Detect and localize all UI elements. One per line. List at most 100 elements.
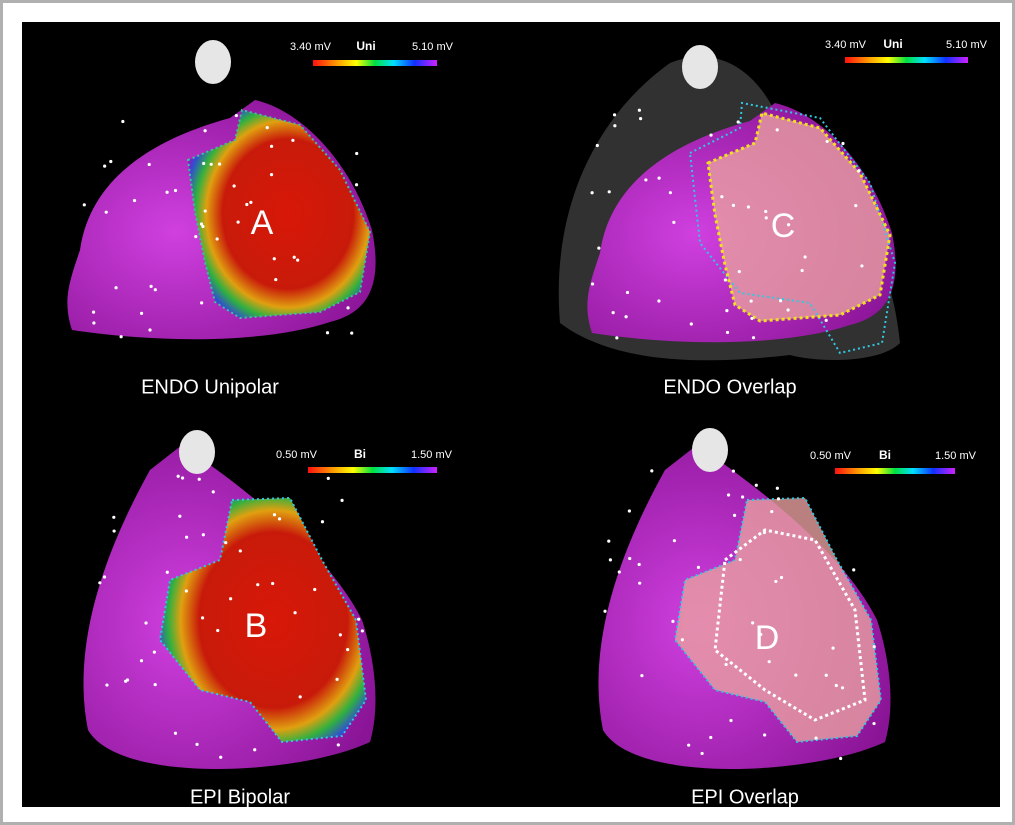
map-point — [112, 529, 116, 533]
map-point — [671, 619, 675, 623]
map-point — [298, 695, 302, 699]
map-point — [320, 520, 325, 524]
panel-caption: EPI Overlap — [691, 786, 799, 808]
map-point — [245, 202, 249, 207]
map-point — [139, 311, 144, 315]
map-point — [750, 316, 754, 320]
map-point — [840, 686, 845, 690]
map-point — [269, 172, 274, 177]
map-point — [292, 255, 296, 259]
map-point — [732, 513, 737, 518]
map-point — [627, 509, 631, 513]
panel-letter: B — [245, 607, 268, 645]
map-point — [203, 209, 207, 213]
map-point — [340, 498, 344, 503]
map-point — [211, 490, 215, 494]
map-point — [857, 169, 861, 173]
map-point — [200, 616, 205, 620]
map-point — [355, 151, 359, 156]
map-point — [824, 673, 828, 677]
map-point — [657, 299, 661, 303]
map-point — [350, 331, 354, 335]
map-point — [700, 751, 704, 756]
map-point — [751, 621, 755, 625]
panel-d — [598, 428, 891, 770]
map-point — [860, 264, 864, 268]
map-point — [269, 144, 274, 148]
map-point — [296, 258, 300, 262]
panel-caption: EPI Bipolar — [190, 786, 290, 808]
map-point — [249, 200, 253, 204]
map-point — [209, 162, 213, 166]
map-point — [148, 328, 152, 332]
map-point — [234, 113, 238, 118]
scale-max: 5.10 mV — [412, 41, 454, 53]
map-point — [125, 678, 130, 682]
map-point — [595, 143, 599, 148]
map-point — [854, 204, 858, 208]
map-point — [104, 210, 108, 214]
map-point — [731, 203, 736, 207]
color-bar — [308, 467, 437, 473]
map-point — [224, 541, 228, 545]
map-point — [650, 469, 654, 473]
panel-letter: C — [771, 207, 796, 245]
map-point — [638, 581, 642, 585]
endo-outline — [713, 528, 867, 722]
map-point — [216, 628, 220, 633]
map-point — [725, 330, 730, 335]
map-point — [786, 308, 790, 312]
map-point — [767, 660, 771, 664]
map-point — [590, 191, 594, 195]
map-point — [624, 315, 628, 319]
map-point — [729, 718, 733, 723]
map-point — [173, 188, 178, 193]
map-point — [165, 190, 169, 194]
map-point — [749, 299, 753, 303]
map-point — [215, 237, 219, 241]
map-point — [776, 497, 781, 501]
map-point — [194, 234, 198, 239]
map-point — [102, 575, 107, 579]
map-point — [834, 683, 838, 688]
map-point — [746, 205, 751, 209]
map-point — [149, 284, 153, 288]
map-point — [803, 255, 807, 259]
map-point — [326, 476, 330, 480]
color-bar — [313, 60, 437, 66]
map-point — [119, 335, 123, 339]
map-point — [763, 733, 767, 737]
map-point — [178, 514, 182, 518]
map-point — [680, 638, 684, 642]
map-point — [787, 223, 791, 227]
map-point — [709, 735, 713, 740]
map-point — [357, 617, 361, 621]
panel-c — [558, 45, 900, 361]
map-point — [625, 290, 630, 295]
ear — [682, 45, 718, 89]
map-point — [253, 748, 257, 752]
map-point — [200, 301, 204, 305]
map-point — [720, 195, 724, 199]
map-point — [272, 257, 276, 261]
map-point — [271, 581, 275, 586]
map-point — [360, 629, 364, 633]
map-point — [597, 246, 601, 250]
map-point — [91, 310, 96, 314]
map-point — [814, 736, 818, 740]
map-point — [725, 309, 729, 313]
map-point — [203, 129, 207, 133]
color-bar — [835, 468, 955, 474]
map-point — [346, 647, 350, 652]
map-point — [751, 336, 756, 340]
map-point — [201, 533, 205, 537]
map-point — [754, 483, 758, 487]
ear — [195, 40, 231, 84]
map-point — [825, 139, 829, 144]
map-point — [613, 124, 617, 128]
map-point — [800, 268, 804, 273]
map-point — [144, 621, 148, 625]
map-point — [291, 138, 295, 142]
map-point — [98, 581, 102, 585]
